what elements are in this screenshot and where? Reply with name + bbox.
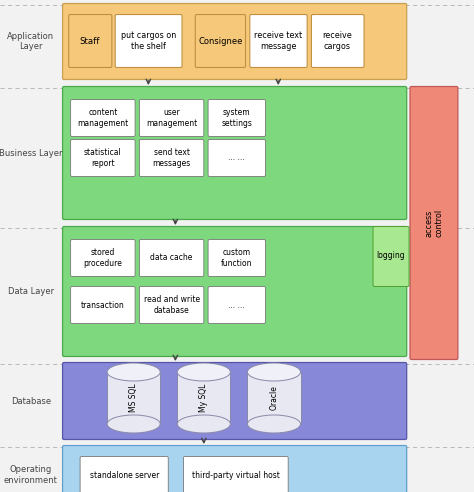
FancyBboxPatch shape bbox=[63, 3, 407, 80]
Text: user
management: user management bbox=[146, 108, 197, 128]
Text: custom
function: custom function bbox=[221, 248, 253, 268]
FancyBboxPatch shape bbox=[80, 457, 168, 492]
FancyBboxPatch shape bbox=[195, 15, 246, 67]
Text: logging: logging bbox=[377, 251, 405, 260]
FancyBboxPatch shape bbox=[63, 226, 407, 357]
FancyBboxPatch shape bbox=[250, 15, 307, 67]
FancyBboxPatch shape bbox=[63, 363, 407, 439]
Text: Consignee: Consignee bbox=[198, 36, 243, 45]
FancyBboxPatch shape bbox=[311, 15, 364, 67]
FancyBboxPatch shape bbox=[71, 240, 135, 277]
Text: Business Layer: Business Layer bbox=[0, 149, 63, 157]
FancyBboxPatch shape bbox=[63, 446, 407, 492]
FancyBboxPatch shape bbox=[373, 226, 409, 286]
Ellipse shape bbox=[177, 363, 230, 381]
FancyBboxPatch shape bbox=[139, 99, 204, 136]
FancyBboxPatch shape bbox=[139, 240, 204, 277]
FancyBboxPatch shape bbox=[208, 286, 265, 323]
Text: send text
messages: send text messages bbox=[153, 148, 191, 168]
Text: statistical
report: statistical report bbox=[84, 148, 122, 168]
FancyBboxPatch shape bbox=[69, 15, 112, 67]
FancyBboxPatch shape bbox=[410, 87, 458, 360]
Text: Oracle: Oracle bbox=[270, 386, 278, 410]
FancyBboxPatch shape bbox=[115, 15, 182, 67]
FancyBboxPatch shape bbox=[208, 240, 265, 277]
Bar bbox=[247, 372, 301, 424]
Text: third-party virtual host: third-party virtual host bbox=[192, 470, 280, 480]
Text: read and write
database: read and write database bbox=[144, 295, 200, 315]
Text: receive
cargos: receive cargos bbox=[323, 31, 352, 51]
Text: transaction: transaction bbox=[81, 301, 125, 309]
Text: data cache: data cache bbox=[150, 253, 193, 263]
Text: MS SQL: MS SQL bbox=[129, 384, 138, 412]
Text: content
management: content management bbox=[77, 108, 128, 128]
FancyBboxPatch shape bbox=[63, 87, 407, 219]
Ellipse shape bbox=[107, 363, 160, 381]
Ellipse shape bbox=[247, 415, 301, 433]
FancyBboxPatch shape bbox=[71, 286, 135, 323]
Text: put cargos on
the shelf: put cargos on the shelf bbox=[121, 31, 176, 51]
Ellipse shape bbox=[247, 363, 301, 381]
Text: Data Layer: Data Layer bbox=[8, 287, 54, 296]
FancyBboxPatch shape bbox=[139, 140, 204, 177]
Text: system
settings: system settings bbox=[221, 108, 252, 128]
FancyBboxPatch shape bbox=[71, 99, 135, 136]
Text: stored
procedure: stored procedure bbox=[83, 248, 122, 268]
Text: receive text
message: receive text message bbox=[254, 31, 302, 51]
Text: standalone server: standalone server bbox=[90, 470, 159, 480]
Text: Operating
environment: Operating environment bbox=[4, 465, 58, 485]
FancyBboxPatch shape bbox=[139, 286, 204, 323]
Ellipse shape bbox=[177, 415, 230, 433]
FancyBboxPatch shape bbox=[208, 99, 265, 136]
Bar bbox=[177, 372, 230, 424]
FancyBboxPatch shape bbox=[208, 140, 265, 177]
Text: My SQL: My SQL bbox=[200, 384, 208, 412]
Text: ... ...: ... ... bbox=[228, 301, 245, 309]
Ellipse shape bbox=[107, 415, 160, 433]
FancyBboxPatch shape bbox=[183, 457, 288, 492]
Text: Application
Layer: Application Layer bbox=[7, 32, 55, 51]
FancyBboxPatch shape bbox=[71, 140, 135, 177]
Text: Staff: Staff bbox=[80, 36, 100, 45]
Text: ... ...: ... ... bbox=[228, 154, 245, 162]
Bar bbox=[107, 372, 160, 424]
Text: Database: Database bbox=[11, 397, 51, 405]
Text: access
control: access control bbox=[424, 209, 443, 237]
